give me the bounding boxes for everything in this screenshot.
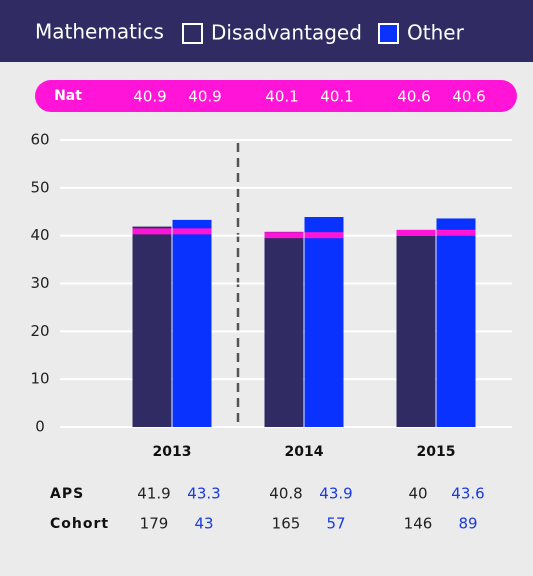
cohort-value: 179 [140,515,169,533]
legend-label: Other [407,21,465,45]
cohort-value: 146 [404,515,433,533]
header [0,0,533,62]
nat-band [304,232,344,239]
bar [132,226,172,427]
legend-swatch [182,23,203,44]
y-tick-label: 50 [30,178,49,196]
aps-value: 43.9 [319,485,352,503]
nat-value: 40.6 [452,88,485,106]
x-tick-label: 2015 [417,444,456,460]
nat-value: 40.6 [397,88,430,106]
bar [396,235,436,427]
bar [304,217,344,427]
nat-value: 40.9 [188,88,221,106]
bar [436,218,476,427]
cohort-value: 89 [458,515,477,533]
aps-value: 40 [408,485,427,503]
aps-value: 43.6 [451,485,484,503]
x-tick-label: 2014 [285,444,324,460]
x-tick-label: 2013 [153,444,192,460]
aps-value: 40.8 [269,485,302,503]
y-tick-label: 30 [30,274,49,292]
nat-value: 40.9 [133,88,166,106]
nat-band [172,228,212,235]
row-label: APS [50,486,84,502]
nat-value: 40.1 [320,88,353,106]
aps-value: 41.9 [137,485,170,503]
y-tick-label: 20 [30,322,49,340]
y-tick-label: 0 [35,418,45,436]
y-tick-label: 60 [30,131,49,149]
y-tick-label: 40 [30,226,49,244]
y-tick-label: 10 [30,370,49,388]
cohort-value: 43 [194,515,213,533]
cohort-value: 165 [272,515,301,533]
bar [264,231,304,427]
aps-value: 43.3 [187,485,220,503]
nat-value: 40.1 [265,88,298,106]
row-label: Cohort [50,516,109,532]
nat-pill [35,80,517,112]
legend-label: Disadvantaged [211,21,362,45]
chart-title: Mathematics [35,20,164,44]
bar [172,219,212,427]
nat-band [264,232,304,239]
legend-swatch [378,23,399,44]
cohort-value: 57 [326,515,345,533]
nat-band [132,228,172,235]
nat-band [436,229,476,236]
nat-label: Nat [54,88,82,104]
nat-band [396,229,436,236]
